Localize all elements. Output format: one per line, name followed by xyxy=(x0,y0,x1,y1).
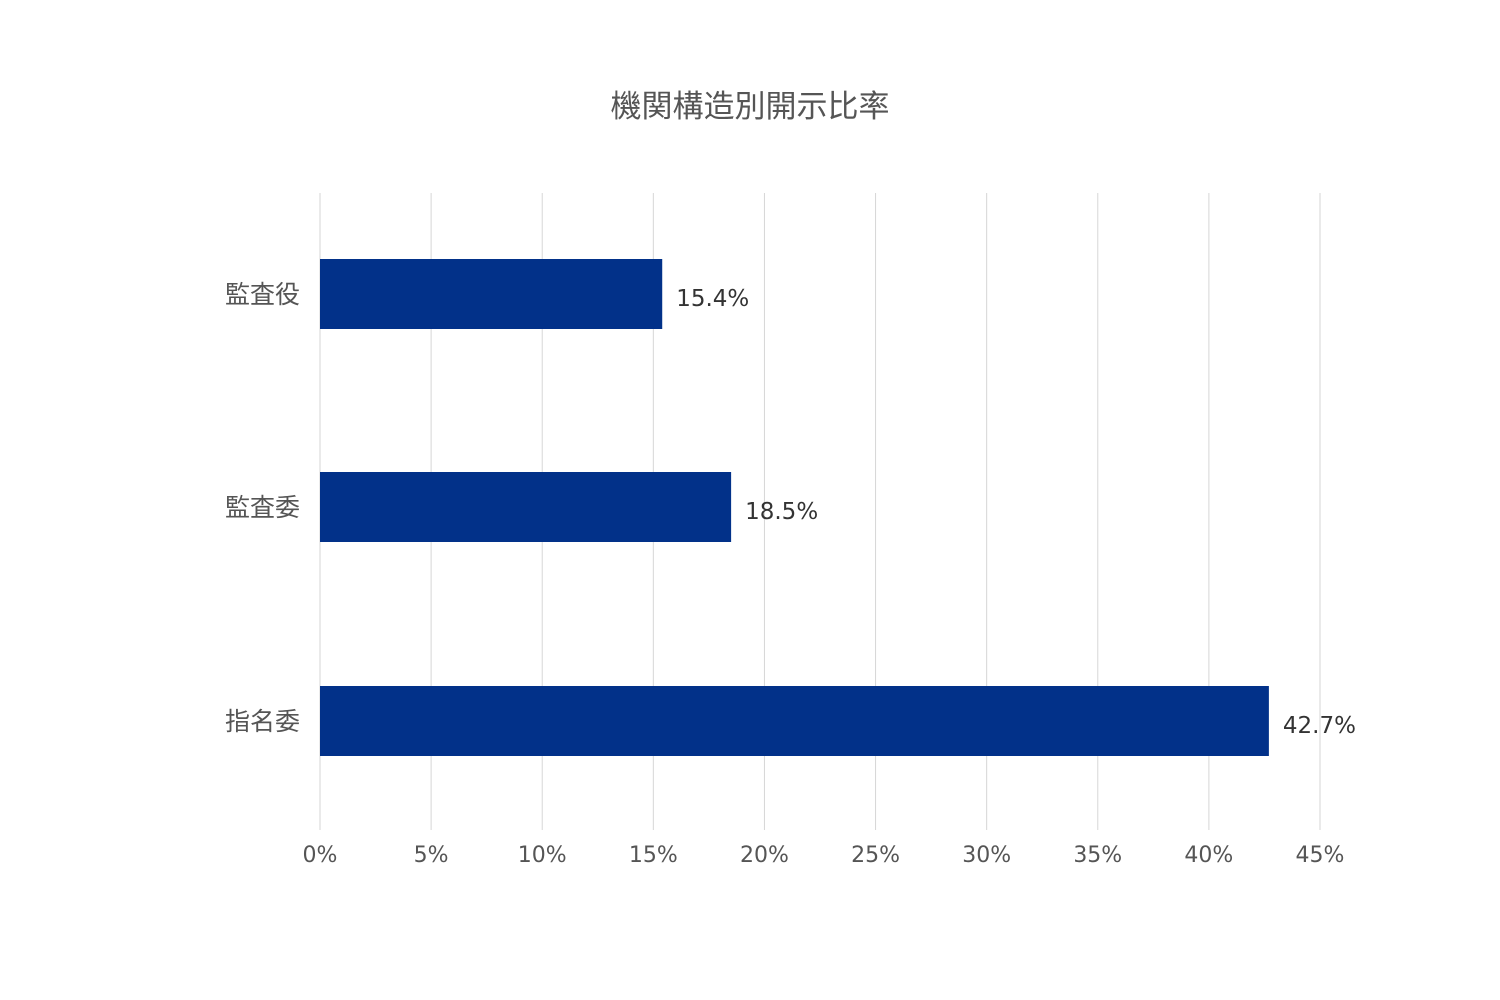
bar xyxy=(320,472,732,542)
data-label: 42.7% xyxy=(1283,713,1356,739)
x-axis-tick-labels: 0% 5% 10% 15% 20% 25% 30% 35% 40% 45% xyxy=(303,843,1345,868)
data-label: 18.5% xyxy=(745,499,818,525)
category-label: 監査役 xyxy=(225,280,300,309)
category-label: 監査委 xyxy=(225,493,300,522)
x-tick-label: 15% xyxy=(629,843,678,868)
x-tick-label: 25% xyxy=(851,843,900,868)
x-tick-label: 10% xyxy=(518,843,567,868)
bars xyxy=(320,259,1269,756)
x-tick-label: 35% xyxy=(1073,843,1122,868)
data-labels: 15.4% 18.5% 42.7% xyxy=(676,286,1356,739)
chart-title: 機関構造別開示比率 xyxy=(611,89,890,125)
x-tick-label: 20% xyxy=(740,843,789,868)
x-tick-label: 5% xyxy=(414,843,449,868)
x-tick-label: 30% xyxy=(962,843,1011,868)
bar xyxy=(320,259,663,329)
x-tick-label: 45% xyxy=(1296,843,1345,868)
x-tick-label: 40% xyxy=(1184,843,1233,868)
category-label: 指名委 xyxy=(225,707,300,736)
data-label: 15.4% xyxy=(676,286,749,312)
x-tick-label: 0% xyxy=(303,843,338,868)
bar xyxy=(320,686,1269,756)
